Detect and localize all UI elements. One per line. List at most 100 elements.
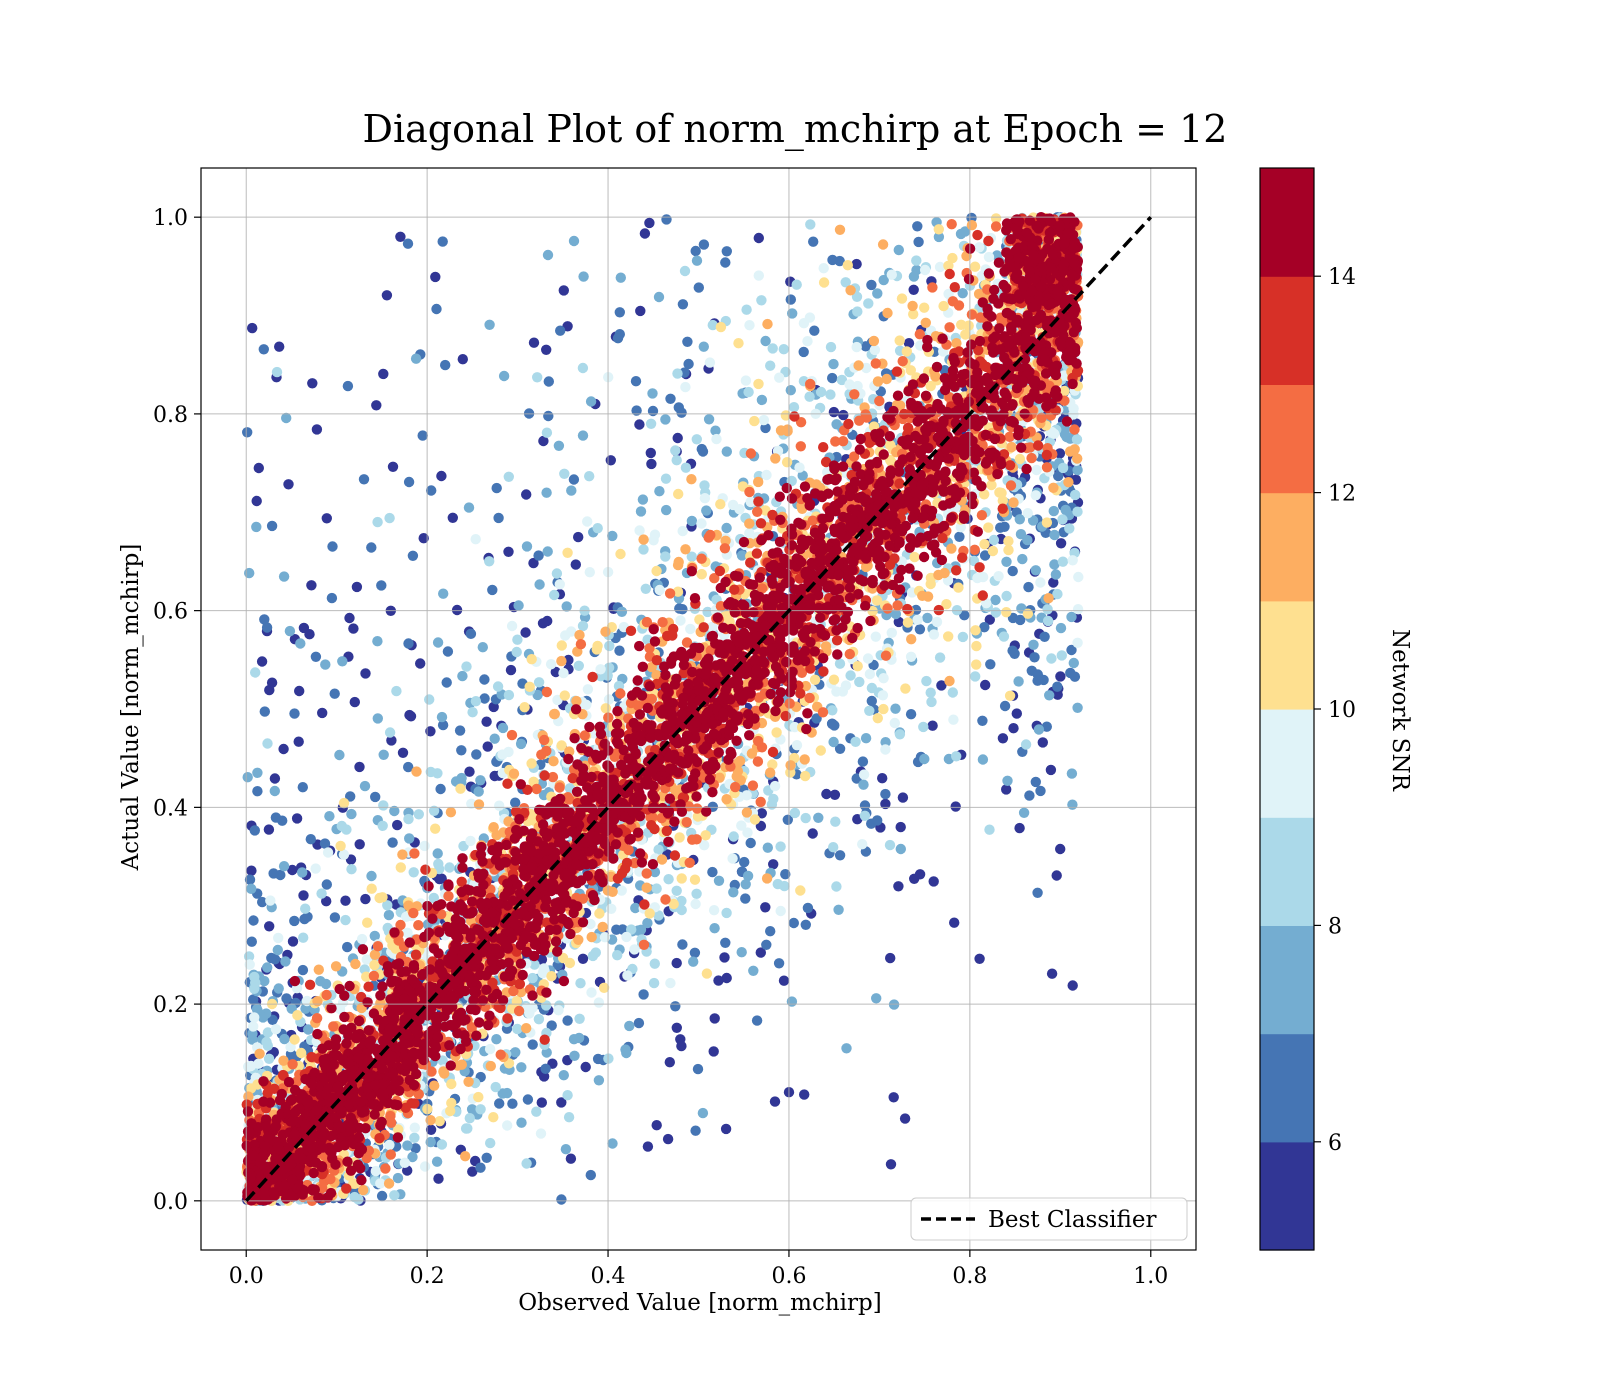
- scatter-point-3223: [979, 539, 990, 550]
- scatter-point-4373: [548, 756, 559, 767]
- chart-title: Diagonal Plot of norm_mchirp at Epoch = …: [363, 107, 1228, 152]
- scatter-point-1683: [384, 512, 395, 524]
- scatter-point-3858: [574, 629, 585, 641]
- scatter-point-251: [914, 869, 926, 880]
- scatter-point-1910: [378, 800, 389, 811]
- scatter-point-4155: [383, 1178, 395, 1189]
- scatter-point-3005: [802, 336, 813, 347]
- scatter-point-1175: [833, 904, 844, 915]
- scatter-point-2512: [699, 493, 711, 504]
- scatter-point-628: [281, 993, 292, 1004]
- scatter-point-3071: [243, 1061, 254, 1073]
- scatter-point-725: [690, 1125, 701, 1136]
- scatter-point-4314: [350, 958, 361, 970]
- scatter-point-2536: [878, 673, 889, 684]
- scatter-point-4183: [1008, 497, 1019, 508]
- scatter-point-432: [778, 975, 790, 986]
- scatter-point-1314: [697, 1107, 709, 1119]
- scatter-point-1379: [635, 506, 647, 517]
- scatter-point-975: [1069, 671, 1081, 682]
- scatter-point-777: [435, 783, 446, 795]
- scatter-point-3288: [1022, 608, 1034, 619]
- scatter-point-21: [298, 890, 309, 901]
- scatter-point-815: [676, 407, 687, 418]
- scatter-point-2069: [800, 812, 811, 824]
- scatter-point-347: [885, 952, 896, 964]
- scatter-point-3543: [395, 862, 406, 873]
- scatter-point-2058: [834, 658, 846, 669]
- scatter-point-1034: [321, 879, 332, 890]
- scatter-point-3515: [1003, 536, 1014, 547]
- scatter-point-2896: [595, 664, 606, 675]
- scatter-point-3927: [1006, 441, 1017, 453]
- scatter-points: [241, 212, 1084, 1207]
- scatter-point-2463: [993, 571, 1004, 582]
- scatter-point-2297: [475, 1104, 486, 1115]
- scatter-point-1688: [603, 662, 615, 673]
- scatter-point-77: [351, 581, 363, 593]
- scatter-point-923: [827, 372, 838, 384]
- scatter-point-573: [310, 651, 322, 662]
- scatter-point-1182: [637, 494, 649, 505]
- scatter-point-19: [415, 658, 426, 669]
- scatter-point-334: [755, 947, 766, 958]
- scatter-point-306: [799, 1089, 810, 1100]
- scatter-point-339: [392, 819, 403, 831]
- scatter-point-3635: [925, 578, 936, 590]
- scatter-point-287: [672, 432, 683, 444]
- scatter-point-1897: [988, 534, 1000, 546]
- scatter-point-4570: [508, 768, 520, 779]
- scatter-point-1684: [271, 366, 283, 378]
- scatter-point-1632: [878, 274, 889, 286]
- scatter-point-4772: [408, 907, 419, 919]
- scatter-point-1355: [736, 947, 747, 958]
- scatter-point-389: [676, 1040, 687, 1052]
- scatter-point-2798: [919, 264, 931, 276]
- scatter-point-1762: [825, 389, 836, 400]
- scatter-point-4028: [521, 1022, 532, 1034]
- scatter-point-36: [283, 479, 294, 490]
- scatter-point-1887: [413, 809, 424, 820]
- scatter-point-1453: [407, 1151, 418, 1163]
- scatter-point-4776: [380, 1163, 391, 1174]
- scatter-point-4254: [456, 1059, 467, 1070]
- scatter-point-1726: [470, 696, 482, 707]
- scatter-point-2087: [670, 445, 681, 456]
- scatter-point-4791: [784, 698, 795, 709]
- scatter-point-1432: [960, 226, 971, 237]
- scatter-point-1845: [788, 402, 800, 413]
- scatter-point-1367: [585, 396, 597, 407]
- scatter-point-135: [436, 470, 447, 482]
- scatter-point-1758: [391, 685, 402, 697]
- scatter-point-1475: [797, 470, 808, 481]
- scatter-point-4213: [1072, 453, 1083, 464]
- scatter-point-2098: [957, 631, 969, 643]
- scatter-point-1946: [854, 676, 865, 688]
- scatter-point-360: [719, 952, 730, 963]
- scatter-point-3160: [781, 457, 793, 468]
- scatter-point-1500: [436, 711, 448, 723]
- scatter-point-478: [1039, 631, 1050, 642]
- scatter-point-2549: [1073, 571, 1084, 583]
- scatter-point-3464: [519, 702, 530, 713]
- scatter-point-1614: [661, 504, 672, 516]
- scatter-point-3663: [377, 892, 388, 903]
- scatter-point-748: [834, 850, 846, 861]
- scatter-point-898: [258, 344, 269, 355]
- scatter-point-1990: [778, 344, 789, 355]
- scatter-point-2078: [651, 883, 662, 894]
- scatter-point-1638: [624, 1020, 635, 1032]
- scatter-point-3211: [362, 917, 373, 928]
- scatter-point-1603: [990, 594, 1001, 606]
- scatter-point-3393: [753, 378, 764, 390]
- scatter-point-872: [999, 521, 1010, 532]
- scatter-point-3045: [270, 1023, 282, 1035]
- scatter-point-1217: [568, 1034, 580, 1045]
- scatter-point-865: [977, 715, 988, 726]
- scatter-point-1923: [765, 360, 776, 371]
- scatter-point-1537: [890, 608, 902, 620]
- scatter-point-2436: [409, 1122, 420, 1133]
- scatter-point-4348: [775, 425, 787, 436]
- scatter-point-1863: [756, 295, 767, 306]
- scatter-point-4293: [1048, 482, 1059, 493]
